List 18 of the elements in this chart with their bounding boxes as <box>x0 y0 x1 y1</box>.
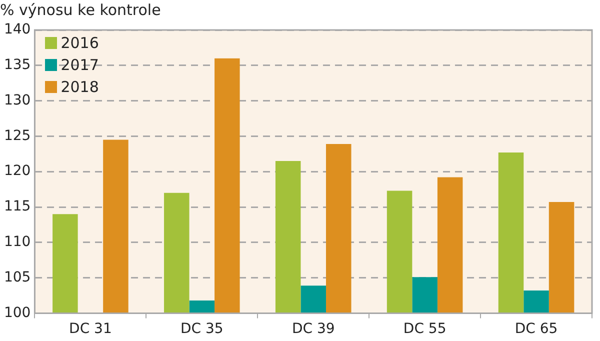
x-tick-label: DC 55 <box>403 321 446 338</box>
x-tick-label: DC 35 <box>180 321 224 338</box>
x-tick-label: DC 31 <box>69 321 112 338</box>
y-tick-label: 110 <box>4 234 31 250</box>
legend-label: 2018 <box>60 77 99 98</box>
y-tick-label: 140 <box>4 22 31 38</box>
legend-label: 2017 <box>60 55 99 76</box>
legend-label: 2016 <box>60 33 99 54</box>
y-tick-label: 125 <box>4 128 31 144</box>
y-tick-label: 135 <box>4 57 31 74</box>
x-tick-label: DC 65 <box>514 321 558 338</box>
y-tick-label: 130 <box>4 92 31 108</box>
y-tick-label: 105 <box>4 269 31 286</box>
x-tick-label: DC 39 <box>292 321 335 338</box>
y-tick-label: 120 <box>4 163 31 180</box>
y-axis-title: % výnosu ke kontrole <box>0 0 161 19</box>
y-tick-label: 115 <box>4 198 31 215</box>
y-tick-label: 100 <box>4 304 31 321</box>
